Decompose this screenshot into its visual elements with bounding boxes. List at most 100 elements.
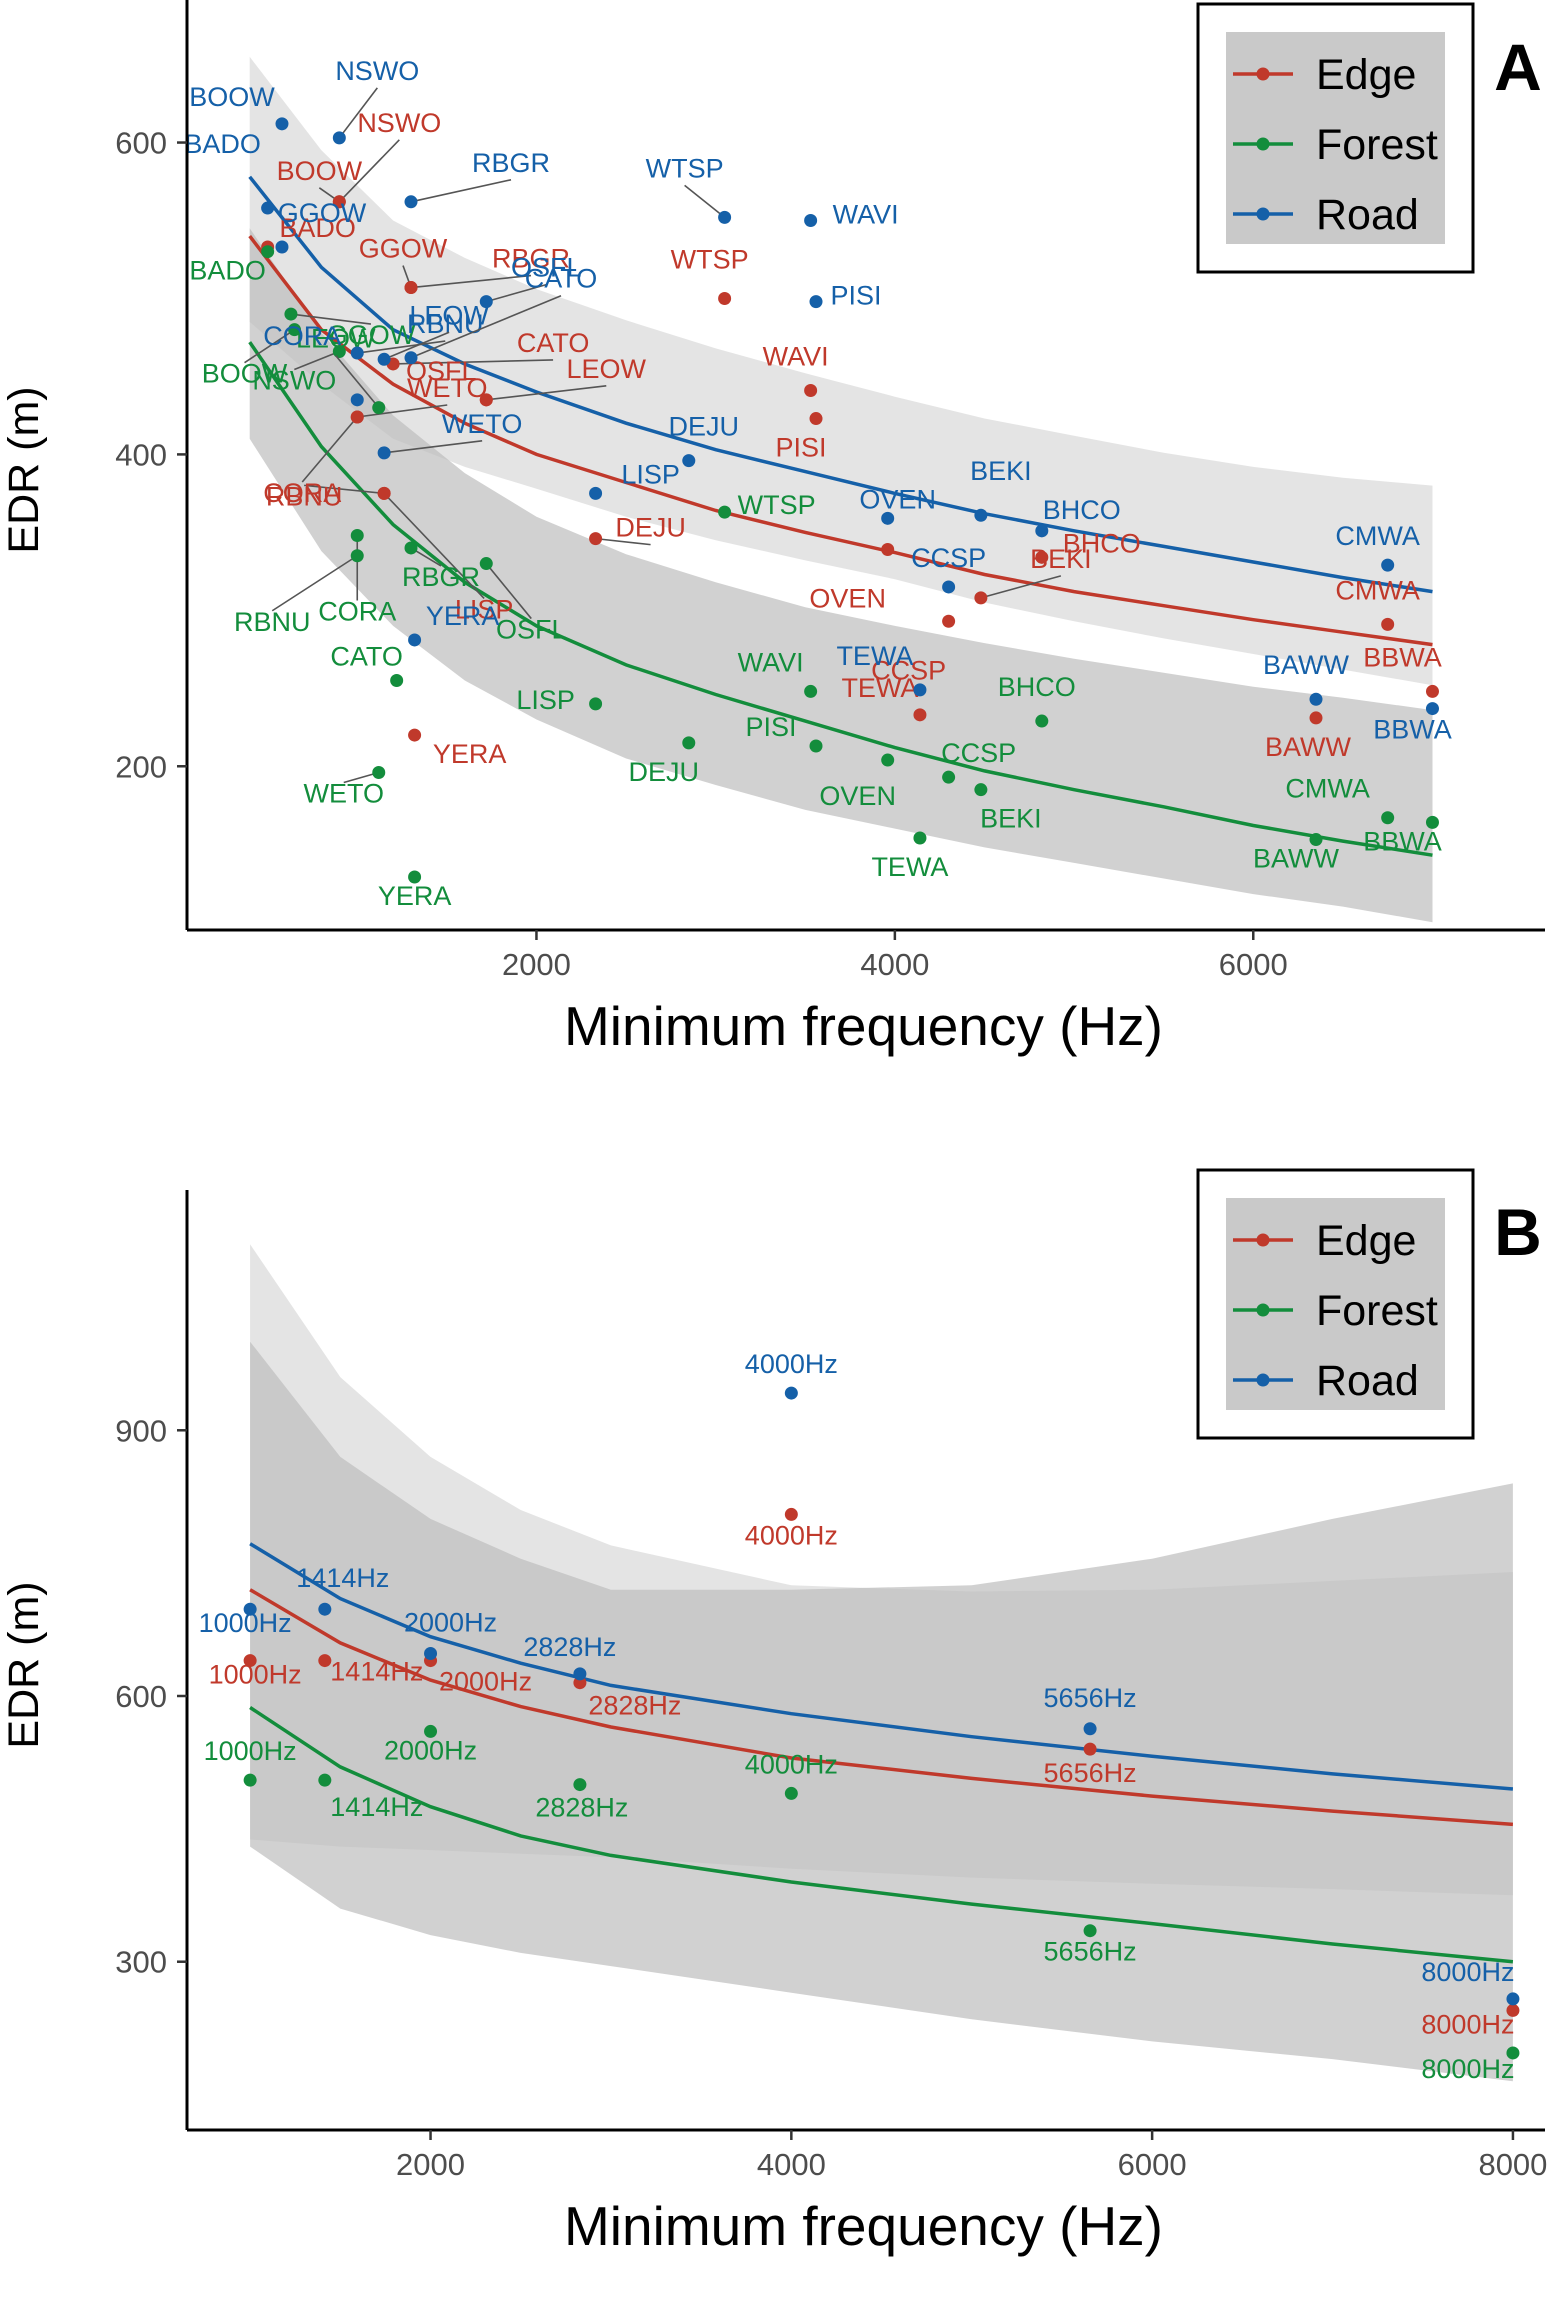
- y-tick-label: 900: [115, 1413, 167, 1448]
- label-leader-line: [338, 87, 378, 139]
- data-point-edge: [377, 486, 391, 500]
- point-label-road: LEOW: [409, 300, 489, 330]
- data-point-road: [243, 1602, 257, 1616]
- data-point-forest: [479, 557, 493, 571]
- fit-line-road: [249, 1542, 1514, 1791]
- data-point-edge: [408, 728, 422, 742]
- data-point-road: [1381, 558, 1395, 572]
- legend-key-point: [1256, 137, 1270, 151]
- data-point-forest: [390, 674, 404, 688]
- point-label-forest: NSWO: [252, 365, 336, 395]
- y-tick-label: 600: [115, 126, 167, 161]
- point-label-edge: 1000Hz: [209, 1660, 302, 1690]
- data-point-forest: [1425, 815, 1439, 829]
- data-point-edge: [332, 195, 346, 209]
- x-tick-label: 2000: [502, 947, 571, 982]
- point-label-edge: BADO: [279, 213, 356, 243]
- point-label-edge: WTSP: [671, 244, 749, 274]
- data-point-edge: [1425, 684, 1439, 698]
- data-point-road: [404, 351, 418, 365]
- point-label-edge: LISP: [455, 594, 514, 624]
- point-label-edge: CATO: [517, 328, 590, 358]
- point-label-forest: 2000Hz: [384, 1735, 477, 1765]
- label-leader-line: [384, 440, 483, 454]
- point-label-forest: CCSP: [941, 738, 1016, 768]
- point-label-road: 2828Hz: [523, 1632, 616, 1662]
- point-label-forest: 5656Hz: [1044, 1937, 1137, 1967]
- point-label-forest: BEKI: [980, 804, 1042, 834]
- data-point-road: [377, 352, 391, 366]
- data-point-forest: [1309, 833, 1323, 847]
- y-tick-label: 400: [115, 437, 167, 472]
- panel-b: 1000Hz 1414Hz 2000Hz2828Hz4000Hz5656Hz8000…: [0, 1168, 1547, 2257]
- point-label-edge: WAVI: [763, 341, 829, 371]
- data-point-forest: [913, 831, 927, 845]
- data-point-edge: [350, 410, 364, 424]
- data-point-road: [275, 240, 289, 254]
- data-point-forest: [288, 323, 302, 337]
- point-label-forest: PISI: [745, 712, 796, 742]
- point-label-road: BADO: [184, 129, 261, 159]
- fit-line-edge: [248, 235, 1433, 647]
- label-leader-line: [595, 537, 651, 546]
- data-point-edge: [318, 1654, 332, 1668]
- legend-label: Edge: [1316, 1217, 1416, 1265]
- point-label-forest: OVEN: [819, 781, 896, 811]
- point-label-edge: RBGR: [492, 244, 570, 274]
- data-point-forest: [1083, 1924, 1097, 1938]
- point-label-edge: 8000Hz: [1421, 2009, 1514, 2039]
- confidence-band-2: [250, 1341, 1513, 2082]
- data-point-edge: [974, 591, 988, 605]
- label-leader-line: [290, 313, 372, 325]
- point-label-edge: NSWO: [357, 108, 441, 138]
- data-point-forest: [809, 739, 823, 753]
- label-leader-line: [335, 355, 380, 409]
- data-point-forest: [881, 753, 895, 767]
- label-leader-line: [486, 385, 607, 401]
- point-label-forest: 4000Hz: [745, 1749, 838, 1779]
- point-label-edge: OSFL: [406, 356, 477, 386]
- y-tick-label: 200: [115, 749, 167, 784]
- data-point-road: [1083, 1722, 1097, 1736]
- point-label-edge: 2828Hz: [588, 1691, 681, 1721]
- data-point-road: [408, 633, 422, 647]
- point-label-forest: LISP: [516, 685, 575, 715]
- data-point-edge: [881, 543, 895, 557]
- point-label-forest: OSFL: [496, 615, 567, 645]
- point-label-forest: BOOW: [202, 359, 288, 389]
- data-point-road: [377, 446, 391, 460]
- point-label-road: OVEN: [859, 484, 936, 514]
- point-label-forest: BHCO: [998, 672, 1076, 702]
- data-point-road: [424, 1646, 438, 1660]
- point-label-road: 4000Hz: [745, 1349, 838, 1379]
- point-label-forest: 8000Hz: [1421, 2054, 1514, 2084]
- point-label-road: 8000Hz: [1421, 1957, 1514, 1987]
- data-point-edge: [404, 281, 418, 295]
- y-tick-label: 300: [115, 1945, 167, 1980]
- point-label-edge: BAWW: [1265, 732, 1351, 762]
- data-point-edge: [243, 1654, 257, 1668]
- legend-label: Edge: [1316, 51, 1416, 99]
- point-label-edge: CMWA: [1335, 575, 1419, 605]
- data-point-forest: [424, 1724, 438, 1738]
- y-axis-title: EDR (m): [0, 1581, 48, 1748]
- data-point-road: [1425, 702, 1439, 716]
- point-label-forest: YERA: [378, 881, 452, 911]
- legend-label: Road: [1316, 191, 1419, 239]
- data-point-road: [913, 683, 927, 697]
- data-point-road: [332, 131, 346, 145]
- x-tick-label: 8000: [1478, 2147, 1547, 2182]
- data-point-forest: [372, 766, 386, 780]
- point-label-edge: WETO: [407, 373, 488, 403]
- point-label-road: PISI: [830, 281, 881, 311]
- point-label-road: BEKI: [970, 456, 1032, 486]
- point-label-road: BOOW: [189, 82, 275, 112]
- data-point-forest: [404, 541, 418, 555]
- data-point-edge: [804, 383, 818, 397]
- point-label-road: TEWA: [836, 641, 913, 671]
- point-label-forest: BBWA: [1363, 826, 1442, 856]
- point-label-road: NSWO: [335, 56, 419, 86]
- data-point-road: [479, 295, 493, 309]
- data-point-road: [718, 210, 732, 224]
